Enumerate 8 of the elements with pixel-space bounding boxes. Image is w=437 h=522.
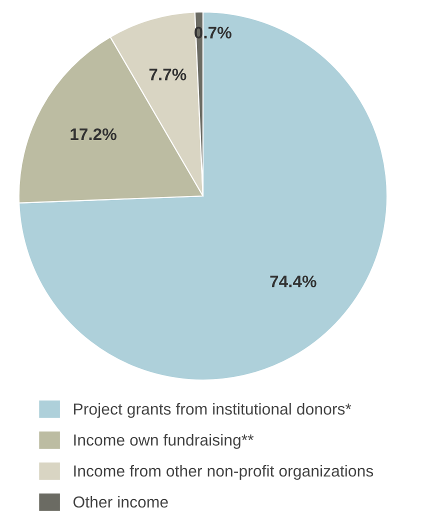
data-label: 74.4% <box>270 276 316 288</box>
legend-label: Income from other non-profit organizations <box>74 464 374 480</box>
legend-label: Income own fundraising** <box>74 434 254 449</box>
legend-label: Project grants from institutional donors* <box>74 402 352 418</box>
data-label: 7.7% <box>149 68 186 80</box>
pie-slice <box>18 11 388 381</box>
data-label: 17.2% <box>70 128 116 140</box>
legend-label: Other income <box>73 496 168 508</box>
